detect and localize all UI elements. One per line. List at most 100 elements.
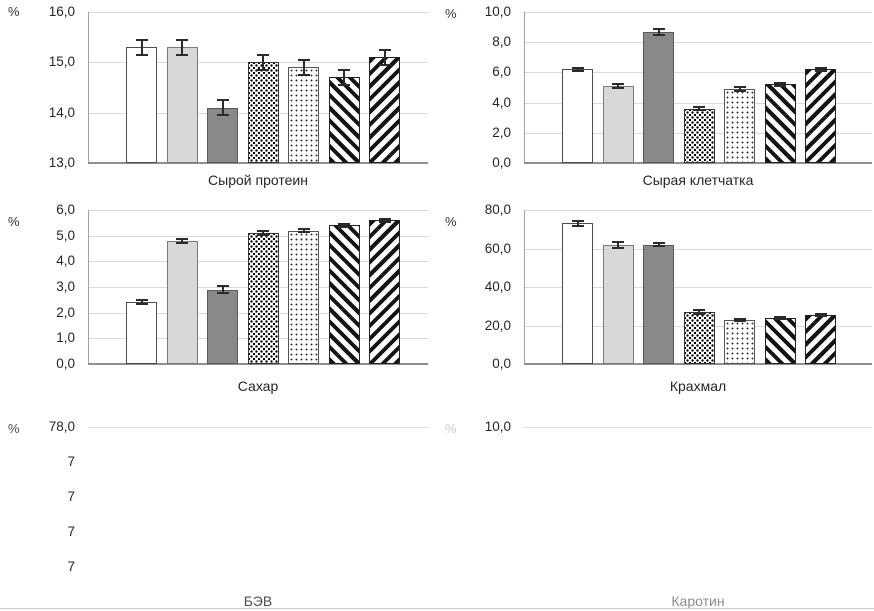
y-axis-line: [524, 210, 525, 364]
x-axis-line: [524, 162, 872, 164]
gridline: [88, 210, 428, 211]
error-bar-line: [617, 241, 619, 248]
diagonal-forward-stripes-bar: [805, 314, 836, 364]
y-tick-label: 0,0: [492, 356, 511, 371]
gridline: [88, 427, 428, 428]
error-bar-line: [819, 67, 822, 71]
diagonal-backslash-stripes-bar: [764, 84, 796, 163]
error-bar-cap: [814, 69, 827, 72]
error-bar-line: [302, 59, 305, 75]
y-axis-unit-label: %: [445, 6, 457, 21]
y-tick-label: 60,0: [484, 240, 511, 256]
error-bar-cap: [733, 317, 746, 320]
y-tick-label: 80,0: [484, 202, 511, 217]
error-bar-line: [262, 54, 264, 70]
error-bar-line: [617, 83, 619, 89]
error-bar-cap: [378, 217, 391, 220]
error-bar-line: [140, 300, 143, 305]
y-tick-label: 14,0: [48, 104, 75, 120]
chart-title: Крахмал: [669, 378, 727, 394]
white-solid-bar: [126, 47, 157, 163]
chart-carotene: % Каротин 10,0: [437, 405, 874, 611]
y-axis-unit-label: %: [445, 421, 457, 436]
error-bar-cap: [612, 87, 624, 90]
y-tick-label: 7: [67, 454, 75, 469]
y-tick-label: 13,0: [48, 155, 75, 170]
error-bar-line: [576, 67, 579, 71]
y-tick-label: 4,0: [56, 253, 75, 269]
gridline: [524, 72, 872, 74]
gridline: [524, 287, 872, 288]
x-axis-line: [88, 363, 428, 365]
y-tick-label: 40,0: [484, 279, 511, 294]
error-bar-cap: [733, 90, 746, 93]
y-axis-unit-label: %: [8, 4, 20, 19]
error-bar-cap: [297, 227, 310, 230]
error-bar-line: [262, 231, 264, 236]
white-solid-bar: [126, 302, 157, 364]
error-bar-cap: [257, 234, 269, 237]
gridline: [524, 248, 872, 250]
error-bar-cap: [176, 241, 188, 244]
gridline: [524, 427, 872, 428]
error-bar-line: [779, 82, 781, 87]
chart-crude-protein: % Сырой протеин 16,0 15,0 14,0 13,0: [0, 0, 437, 198]
y-axis-unit-label: %: [445, 214, 457, 229]
dark-gray-solid-bar: [643, 31, 674, 163]
chart-crude-fiber: % Сырая клетчатка 10,0 8,0 6,0 4,0 2,0 0,0: [437, 0, 874, 198]
dense-black-dots-bar: [683, 312, 715, 364]
dark-gray-solid-bar: [643, 244, 674, 364]
error-bar-cap: [176, 53, 188, 56]
error-bar-line: [181, 238, 183, 243]
white-solid-bar: [562, 223, 593, 364]
diagonal-backslash-stripes-bar: [328, 225, 360, 364]
error-bar-cap: [693, 109, 705, 112]
sparse-dots-bar: [724, 319, 755, 364]
dense-black-dots-bar: [683, 108, 715, 163]
gridline: [524, 210, 872, 211]
y-tick-label: 0,0: [56, 356, 75, 371]
x-axis-line: [524, 363, 872, 365]
sparse-dots-bar: [724, 89, 755, 163]
y-axis-line: [88, 12, 89, 163]
y-tick-label: 3,0: [56, 279, 75, 294]
y-tick-label: 20,0: [484, 317, 511, 333]
page-bottom-edge-line: [0, 608, 874, 609]
error-bar-cap: [612, 240, 624, 243]
error-bar-line: [698, 310, 700, 314]
error-bar-cap: [216, 114, 229, 117]
light-gray-solid-bar: [166, 240, 198, 364]
error-bar-cap: [135, 38, 148, 41]
y-axis-line: [88, 210, 89, 364]
y-axis-unit-label: %: [8, 214, 20, 229]
sparse-dots-bar: [288, 230, 319, 364]
y-tick-label: 8,0: [492, 34, 511, 50]
y-tick-label: 15,0: [48, 54, 75, 70]
error-bar-line: [576, 221, 579, 226]
error-bar-cap: [257, 68, 269, 71]
y-tick-label: 6,0: [56, 202, 75, 217]
error-bar-cap: [652, 33, 665, 36]
dark-gray-solid-bar: [207, 289, 238, 364]
dense-black-dots-bar: [247, 233, 279, 364]
error-bar-line: [343, 223, 345, 227]
y-tick-label: 10,0: [484, 4, 511, 19]
chart-title: БЭВ: [243, 593, 273, 609]
error-bar-cap: [774, 85, 786, 88]
y-tick-label: 7: [67, 524, 75, 539]
error-bar-line: [383, 49, 386, 65]
y-tick-label: 4,0: [492, 94, 511, 110]
error-bar-cap: [216, 285, 229, 288]
y-tick-label: 6,0: [492, 64, 511, 80]
x-axis-line: [88, 162, 428, 164]
y-tick-label: 16,0: [48, 4, 75, 19]
y-tick-label: 2,0: [56, 304, 75, 320]
error-bar-cap: [693, 312, 705, 315]
gridline: [88, 12, 428, 13]
error-bar-line: [819, 313, 822, 317]
error-bar-cap: [338, 83, 350, 86]
error-bar-cap: [176, 237, 188, 240]
error-bar-cap: [814, 315, 827, 318]
error-bar-cap: [612, 82, 624, 85]
error-bar-line: [221, 286, 224, 293]
